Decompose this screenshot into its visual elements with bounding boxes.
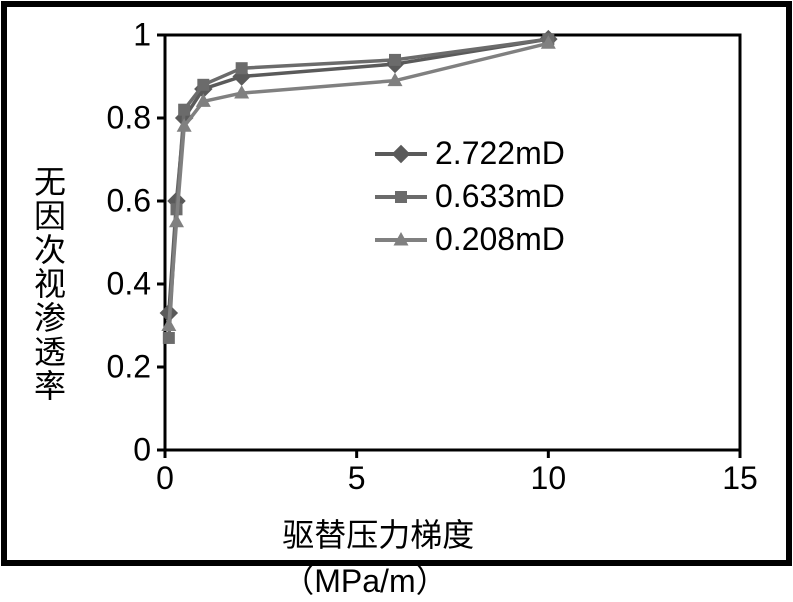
legend-swatch xyxy=(375,195,427,199)
x-tick-label: 15 xyxy=(722,460,758,497)
y-tick-label: 0.4 xyxy=(107,266,151,303)
legend-item: 0.633mD xyxy=(375,178,565,215)
legend-label: 0.633mD xyxy=(435,178,565,215)
y-tick-label: 0.8 xyxy=(107,100,151,137)
legend-label: 2.722mD xyxy=(435,135,565,172)
y-tick-label: 0.2 xyxy=(107,349,151,386)
legend: 2.722mD 0.633mD 0.208mD xyxy=(375,135,565,264)
legend-label: 0.208mD xyxy=(435,221,565,258)
y-tick-label: 0 xyxy=(133,432,151,469)
legend-swatch xyxy=(375,152,427,156)
x-axis-label: 驱替压力梯度（MPa/m） xyxy=(282,510,623,602)
x-tick-label: 0 xyxy=(156,460,174,497)
x-tick-label: 10 xyxy=(531,460,567,497)
x-tick-label: 5 xyxy=(348,460,366,497)
y-axis-label: 无因次视渗透率 xyxy=(25,165,71,403)
y-tick-label: 1 xyxy=(133,17,151,54)
legend-item: 2.722mD xyxy=(375,135,565,172)
legend-swatch xyxy=(375,238,427,242)
legend-item: 0.208mD xyxy=(375,221,565,258)
chart-container: 无因次视渗透率 驱替压力梯度（MPa/m） 05101500.20.40.60.… xyxy=(0,0,793,567)
y-tick-label: 0.6 xyxy=(107,183,151,220)
